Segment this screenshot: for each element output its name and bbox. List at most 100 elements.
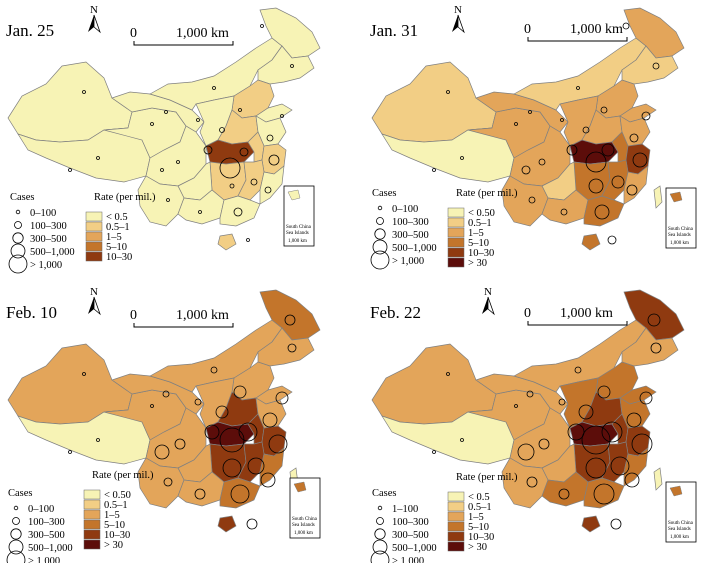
rate-legend-label: 0.5–1: [104, 500, 128, 511]
case-circle: [82, 90, 86, 94]
case-circle: [588, 178, 604, 194]
cases-legend: Cases 0–100 100–300 300–500 500–1,000 > 1,000: [8, 192, 75, 274]
case-circle: [631, 433, 653, 455]
region-taiwan: [653, 185, 663, 209]
case-circle: [622, 22, 630, 30]
case-circle: [446, 372, 450, 376]
rate-legend-title: Rate (per mil.): [94, 192, 156, 203]
rate-legend-swatch: [447, 491, 465, 502]
cases-legend-label: 300–500: [392, 230, 429, 241]
scale-bar: 0 1,000 km: [130, 308, 234, 328]
region-gansu: [475, 91, 569, 133]
rate-legend-swatch: [83, 539, 101, 550]
north-arrow-icon: N: [88, 4, 101, 34]
scale-bar: 0 1,000 km: [130, 26, 234, 46]
cases-legend-label: 0–100: [30, 208, 56, 219]
region-guangdong: [583, 477, 625, 509]
cases-legend: Cases 1–100 100–300 300–500 500–1,000 > 1,000: [370, 488, 437, 563]
case-circle: [194, 398, 202, 406]
svg-text:0: 0: [524, 306, 531, 321]
rate-legend-label: < 0.5: [106, 212, 128, 223]
map-panel-feb-10: Feb. 10 N 0 1,000 km South China Sea Isla…: [0, 282, 364, 563]
region-yunnan: [137, 457, 185, 509]
svg-text:N: N: [90, 4, 98, 16]
rate-legend-swatch: [447, 257, 465, 268]
cases-legend-label: 100–300: [392, 517, 429, 528]
case-circle: [68, 168, 72, 172]
cases-legend-label: > 1,000: [28, 556, 60, 563]
rate-legend-label: > 30: [104, 540, 123, 551]
case-circle: [229, 183, 235, 189]
cases-legend-swatch: [377, 205, 383, 211]
case-circle: [526, 476, 538, 488]
case-circle: [641, 111, 651, 121]
svg-text:1,000 km: 1,000 km: [176, 26, 229, 41]
case-circle: [219, 157, 241, 179]
inset-label: Sea Islands: [286, 231, 309, 236]
rate-legend-label: 5–10: [104, 520, 125, 531]
rate-legend-swatch: [85, 241, 103, 252]
rate-legend-title: Rate (per mil.): [456, 472, 518, 483]
case-circle: [238, 422, 258, 442]
rate-legend-swatch: [447, 541, 465, 552]
case-circle: [600, 106, 608, 114]
case-circles: [68, 314, 297, 530]
case-circle: [210, 366, 218, 374]
case-circle: [639, 391, 653, 405]
case-circle: [566, 144, 578, 156]
case-circle: [432, 450, 436, 454]
region-yunnan: [137, 175, 185, 227]
region-hainan: [217, 233, 237, 251]
case-circle: [601, 143, 615, 157]
inset-label: South China: [668, 227, 694, 232]
rate-legend-swatch: [447, 227, 465, 238]
cases-legend-title: Cases: [372, 188, 397, 199]
case-circles: [432, 313, 662, 530]
rate-legend-swatch: [83, 499, 101, 510]
inset-scale-label: 1,000 km: [294, 531, 313, 536]
cases-legend-label: 100–300: [392, 217, 429, 228]
case-circle: [607, 235, 617, 245]
cases-legend-label: 1–100: [392, 504, 418, 515]
case-circle: [538, 438, 550, 450]
rate-legend-swatch: [83, 509, 101, 520]
cases-legend-swatch: [374, 528, 386, 540]
cases-legend: Cases 0–100 100–300 300–500 500–1,000 > 1,000: [370, 188, 437, 270]
cases-legend-swatch: [372, 239, 388, 255]
date-label: Feb. 22: [370, 303, 421, 322]
case-circle: [432, 168, 436, 172]
svg-text:1,000 km: 1,000 km: [570, 22, 623, 37]
case-circle: [558, 398, 566, 406]
case-circle: [578, 404, 594, 420]
rate-legend-swatch: [447, 531, 465, 542]
case-circle: [82, 372, 86, 376]
case-circle: [460, 438, 464, 442]
region-gansu: [111, 91, 205, 133]
case-circle: [264, 186, 272, 194]
inset-coast: [669, 191, 683, 203]
cases-legend-label: > 1,000: [392, 256, 424, 267]
case-circle: [558, 488, 570, 500]
cases-legend-label: > 1,000: [30, 260, 62, 271]
cases-legend-swatch: [376, 517, 384, 525]
case-circle: [150, 404, 154, 408]
case-circle: [246, 238, 250, 242]
rate-legend-swatch: [83, 489, 101, 500]
case-circle: [275, 391, 289, 405]
cases-legend-label: 500–1,000: [392, 243, 437, 254]
case-circle: [164, 110, 168, 114]
china-map: [371, 7, 685, 251]
date-label: Feb. 10: [6, 303, 57, 322]
case-circle: [233, 207, 243, 217]
case-circle: [647, 313, 661, 327]
region-guangdong: [219, 195, 261, 227]
cases-legend-swatch: [10, 243, 26, 259]
cases-legend-swatch: [370, 250, 390, 270]
case-circle: [68, 450, 72, 454]
region-hainan: [581, 515, 601, 533]
cases-legend-label: 0–100: [28, 504, 54, 515]
inset-label: South China: [668, 521, 694, 526]
